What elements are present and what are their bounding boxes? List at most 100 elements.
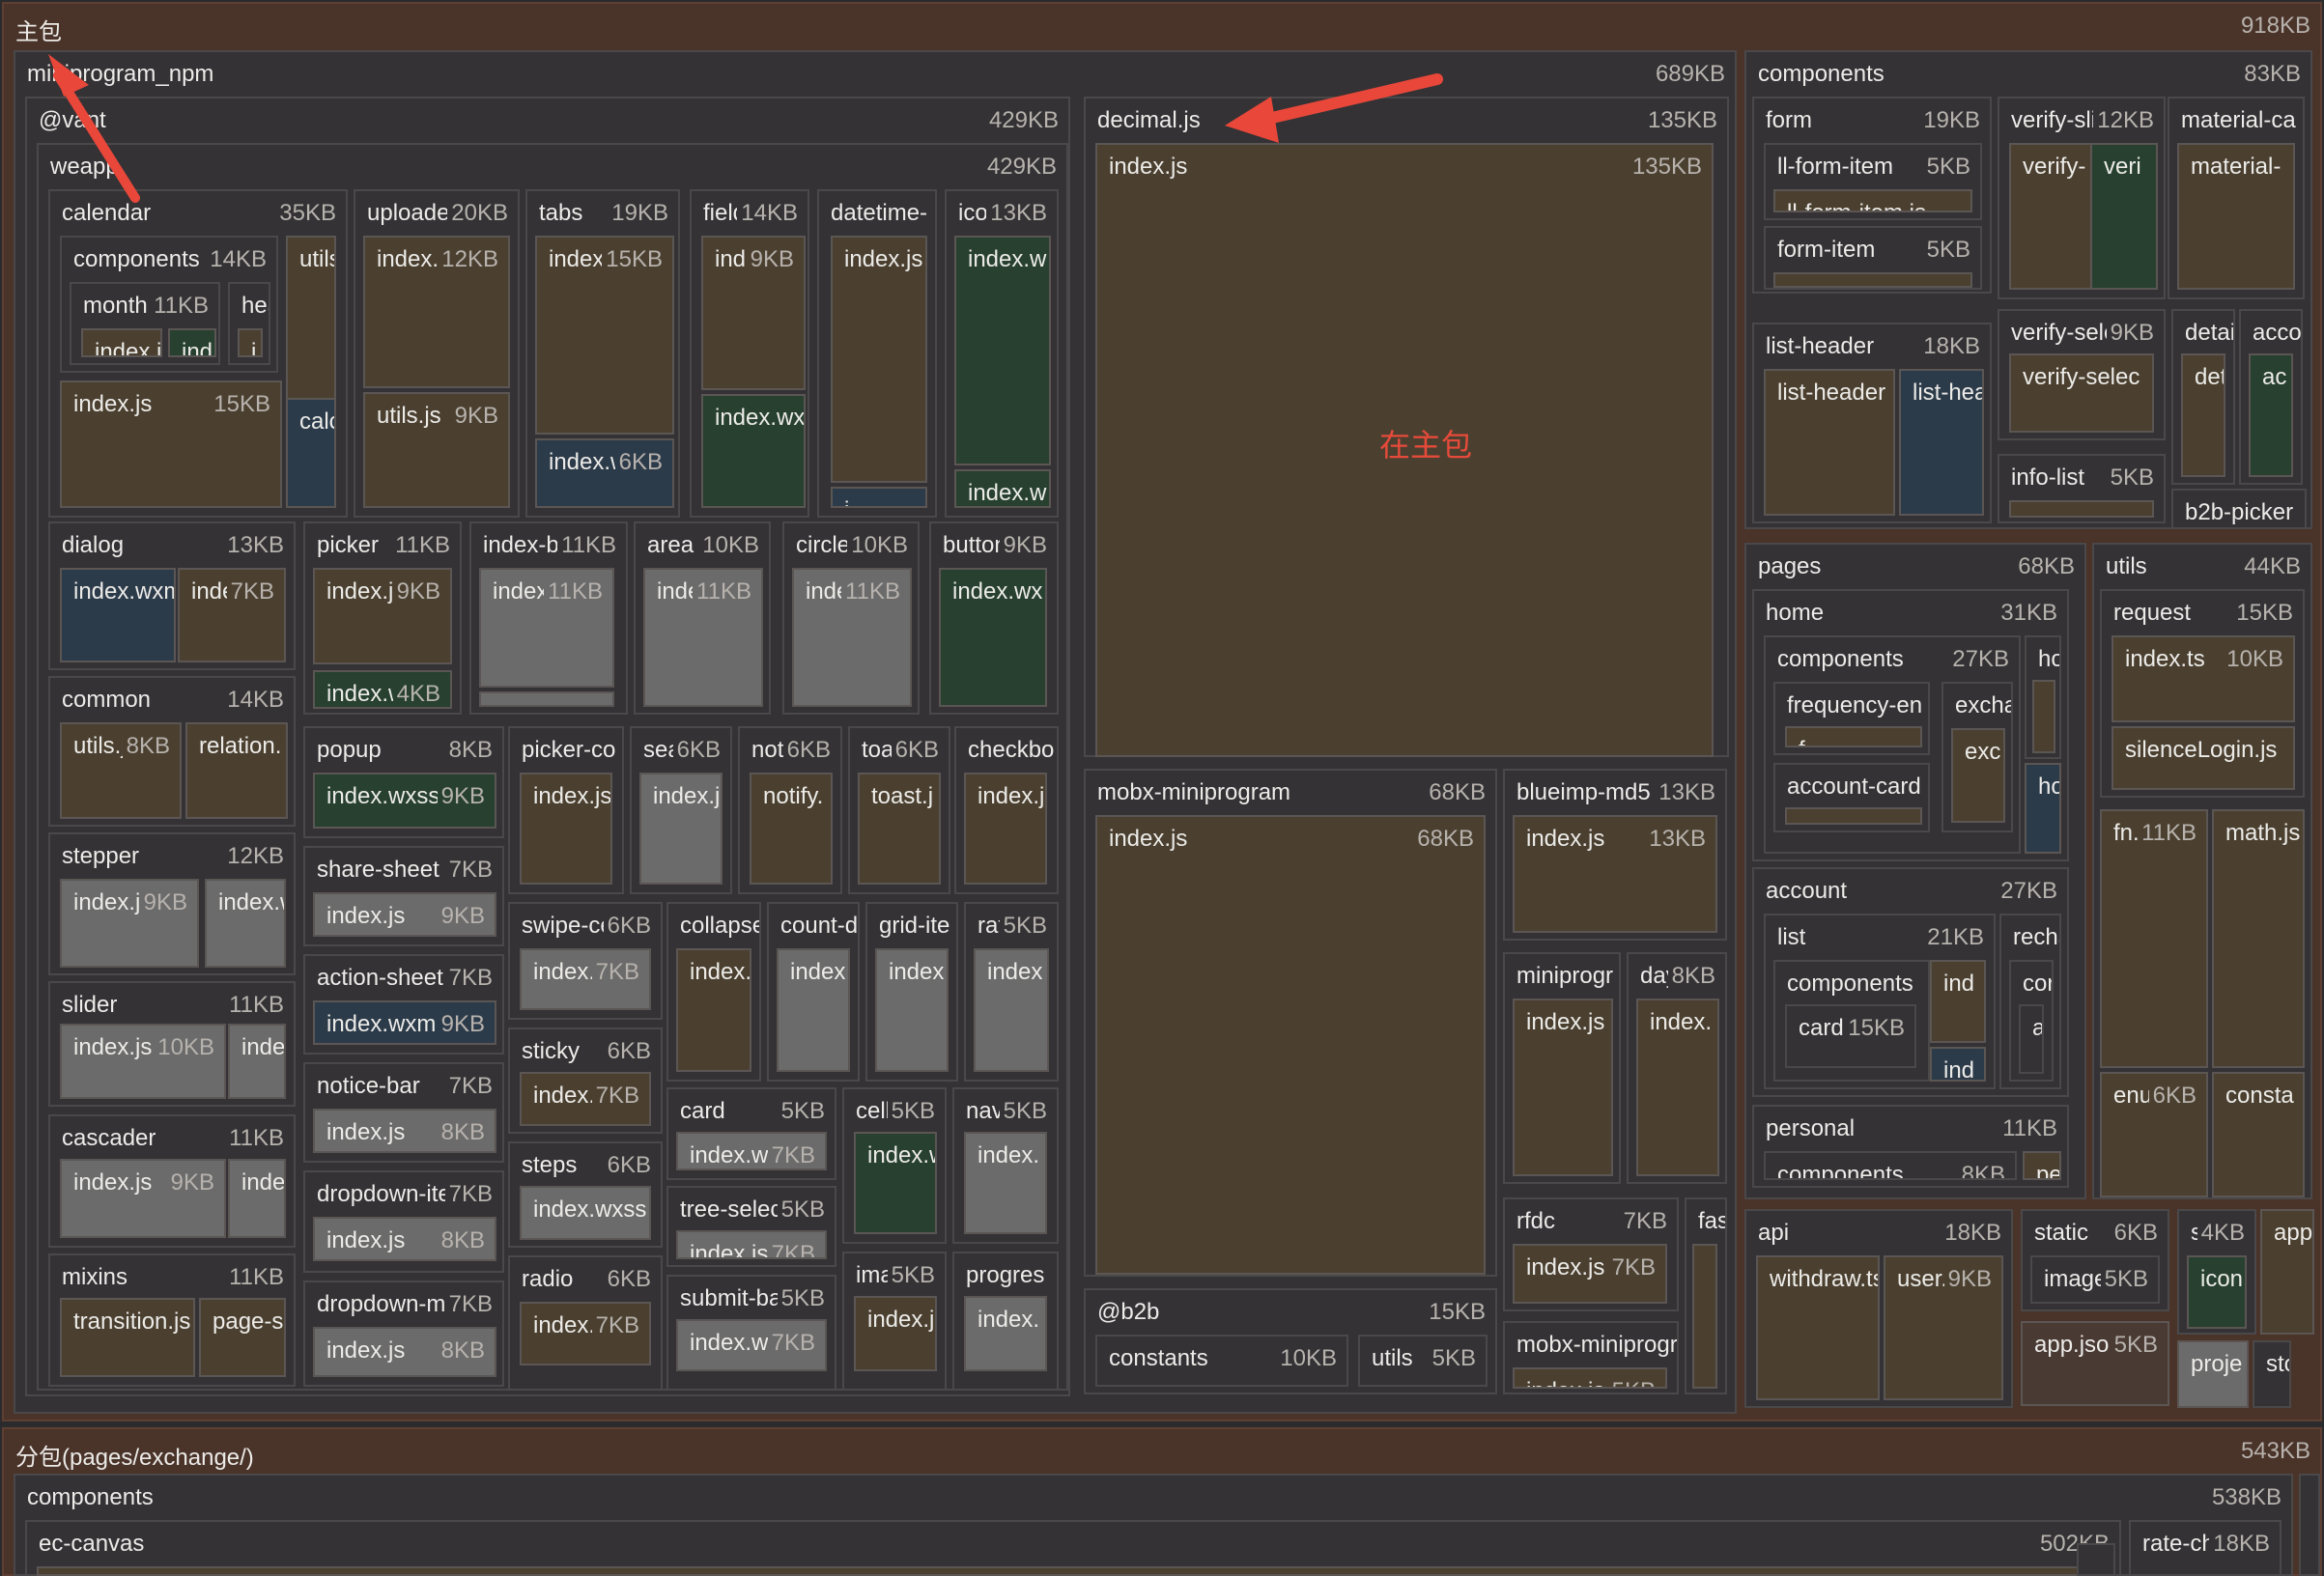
treemap-file-cal-month-a[interactable]: index.js bbox=[81, 328, 162, 357]
treemap-file-up-utils[interactable]: utils.js 9KB bbox=[363, 392, 510, 508]
treemap-file-icon-b[interactable]: index.w bbox=[954, 469, 1051, 508]
treemap-folder-static-img[interactable]: image 5KB bbox=[2030, 1255, 2160, 1304]
treemap-file-miniprogr-js[interactable]: index.js bbox=[1513, 999, 1613, 1176]
treemap-file-progress-js[interactable]: index. bbox=[964, 1296, 1047, 1371]
treemap-file-ib-js[interactable]: index.js 11KB bbox=[479, 568, 614, 688]
treemap-file-home-ho2[interactable]: ho bbox=[2025, 763, 2061, 854]
treemap-file-cal-utils[interactable]: utils bbox=[286, 236, 336, 400]
treemap-file-field-wx[interactable]: index.wx bbox=[701, 394, 806, 508]
treemap-file-dt-b[interactable]: i bbox=[831, 487, 927, 508]
treemap-file-sticky-js[interactable]: index.js 7KB bbox=[520, 1072, 651, 1126]
treemap-file-req-silence[interactable]: silenceLogin.js bbox=[2111, 726, 2295, 790]
treemap-file-sb-wxss[interactable]: index.wxss 7KB bbox=[676, 1319, 827, 1371]
treemap-file-search-js[interactable]: index.j bbox=[639, 773, 723, 885]
treemap-file-freq-js[interactable]: f bbox=[1785, 726, 1922, 747]
treemap-file-acc-ind2[interactable]: ind bbox=[1930, 1047, 1986, 1082]
treemap-file-app[interactable]: app bbox=[2260, 1209, 2314, 1335]
treemap-file-acccard-js[interactable] bbox=[1785, 807, 1922, 825]
treemap-file-tabs-wxml[interactable]: index.wxml 6KB bbox=[535, 438, 674, 508]
treemap-file-vsel-js[interactable]: verify-selec bbox=[2009, 353, 2154, 433]
treemap-file-cal-calc[interactable]: calc bbox=[286, 398, 336, 508]
treemap-file-checkbox-js[interactable]: index.j bbox=[964, 773, 1047, 885]
treemap-file-rfdc-js[interactable]: index.js 7KB bbox=[1513, 1244, 1667, 1304]
treemap-file-fi-js[interactable]: form-item.js bbox=[1773, 272, 1972, 288]
treemap-file-decimal-js[interactable]: index.js 135KB bbox=[1095, 143, 1714, 757]
treemap-file-stepper-js[interactable]: index.js 9KB bbox=[60, 879, 199, 968]
treemap-file-lh-a[interactable]: list-header bbox=[1764, 369, 1895, 516]
treemap-file-excha-js[interactable]: exc bbox=[1951, 728, 2005, 823]
treemap-folder-sub-small[interactable] bbox=[2299, 1474, 2320, 1576]
treemap-file-slider-js[interactable]: index.js 10KB bbox=[60, 1024, 226, 1099]
treemap-file-mobx2-js[interactable]: index.js5KB bbox=[1513, 1367, 1667, 1389]
treemap-file-fnts[interactable]: fn.ts 11KB bbox=[2100, 809, 2208, 1068]
treemap-file-il-js[interactable] bbox=[2009, 500, 2154, 518]
treemap-file-grid-js[interactable]: index bbox=[875, 948, 949, 1072]
treemap-file-picker-js[interactable]: index.js 9KB bbox=[313, 568, 452, 664]
treemap-file-ts-js[interactable]: index.js 7KB bbox=[676, 1230, 827, 1259]
treemap-file-dialog-js[interactable]: index.js 7KB bbox=[178, 568, 286, 662]
treemap-file-enumts[interactable]: enum.ts 6KB bbox=[2100, 1072, 2208, 1197]
treemap-file-pickerco-js[interactable]: index.js bbox=[520, 773, 612, 885]
treemap-file-ddi-js[interactable]: index.js 8KB bbox=[313, 1217, 496, 1261]
treemap-file-pers-b[interactable]: pers bbox=[2023, 1151, 2061, 1180]
treemap-file-field-js[interactable]: index.js 9KB bbox=[701, 236, 806, 390]
treemap-folder-b2bpicker[interactable]: b2b-picker bbox=[2171, 489, 2307, 529]
treemap-file-fas-js[interactable] bbox=[1692, 1244, 1717, 1389]
treemap-folder-ratechart[interactable]: rate-chart 18KB bbox=[2129, 1520, 2281, 1576]
treemap-folder-b2b-utils[interactable]: utils 5KB bbox=[1358, 1335, 1488, 1387]
treemap-file-dialog-wxml[interactable]: index.wxml bbox=[60, 568, 176, 662]
treemap-file-image-js[interactable]: index.js bbox=[854, 1296, 937, 1371]
treemap-file-req-ts[interactable]: index.ts 10KB bbox=[2111, 635, 2295, 722]
treemap-file-dayjs-js[interactable]: index. bbox=[1636, 999, 1719, 1176]
treemap-file-steps-wxss[interactable]: index.wxss bbox=[520, 1186, 651, 1240]
treemap-file-mix-page[interactable]: page-s bbox=[199, 1298, 286, 1377]
treemap-folder-pers-comp[interactable]: components 8KB bbox=[1764, 1151, 2017, 1180]
treemap-file-lh-b[interactable]: list-hea bbox=[1899, 369, 1984, 516]
treemap-file-icon-a[interactable]: index.w bbox=[954, 236, 1051, 465]
treemap-folder-sub-small2[interactable] bbox=[2077, 1543, 2115, 1576]
treemap-file-notify-js[interactable]: notify. bbox=[750, 773, 833, 885]
treemap-file-acc-ind[interactable]: ind bbox=[1930, 960, 1986, 1043]
treemap-file-ddm-js[interactable]: index.js 8KB bbox=[313, 1327, 496, 1377]
treemap-file-picker-wxss[interactable]: index.wxss 4KB bbox=[313, 670, 452, 709]
treemap-file-casc-b[interactable]: inde bbox=[228, 1159, 286, 1238]
treemap-folder-sto[interactable]: sto bbox=[2253, 1340, 2291, 1408]
treemap-file-swipe-js[interactable]: index.js 7KB bbox=[520, 948, 651, 1010]
treemap-file-ib-b[interactable] bbox=[479, 691, 614, 707]
treemap-file-nb-js[interactable]: index.js 8KB bbox=[313, 1109, 496, 1153]
treemap-file-mobx-js[interactable]: index.js 68KB bbox=[1095, 815, 1486, 1275]
treemap-file-consta[interactable]: consta bbox=[2212, 1072, 2305, 1197]
treemap-file-stepper-b[interactable]: index.w bbox=[205, 879, 286, 968]
treemap-file-card-wxml[interactable]: index.wxml 7KB bbox=[676, 1132, 827, 1170]
treemap-file-area-js[interactable]: index.js 11KB bbox=[643, 568, 763, 707]
treemap-file-toast-js[interactable]: toast.j bbox=[858, 773, 941, 885]
treemap-file-acco-js[interactable]: ac bbox=[2249, 353, 2293, 477]
treemap-file-home-ho-a[interactable] bbox=[2032, 680, 2055, 753]
treemap-file-blueimp-js[interactable]: index.js 13KB bbox=[1513, 815, 1717, 933]
treemap-file-ss-js[interactable]: index.js 9KB bbox=[313, 892, 496, 937]
treemap-folder-acc-card[interactable]: card 15KB bbox=[1785, 1004, 1916, 1068]
treemap-file-vs-b[interactable]: veri bbox=[2090, 143, 2158, 290]
treemap-file-mc-js[interactable]: material- bbox=[2177, 143, 2295, 290]
treemap-file-up-index[interactable]: index.js 12KB bbox=[363, 236, 510, 388]
treemap-file-userts[interactable]: user.ts 9KB bbox=[1884, 1255, 2003, 1400]
treemap-file-withdraw[interactable]: withdraw.ts bbox=[1756, 1255, 1880, 1400]
treemap-file-popup-wxss[interactable]: index.wxss 9KB bbox=[313, 773, 496, 829]
treemap-file-proje[interactable]: proje bbox=[2177, 1340, 2249, 1408]
treemap-file-common-utils[interactable]: utils.js 8KB bbox=[60, 722, 182, 819]
treemap-file-cal-index[interactable]: index.js 15KB bbox=[60, 380, 282, 508]
treemap-file-casc-js[interactable]: index.js 9KB bbox=[60, 1159, 226, 1238]
treemap-file-cal-hea-a[interactable]: i bbox=[238, 328, 263, 357]
treemap-file-llfi-js[interactable]: ll-form-item.js bbox=[1773, 189, 1972, 212]
treemap-file-circle-js[interactable]: index.js 11KB bbox=[792, 568, 912, 707]
treemap-file-common-rel[interactable]: relation. bbox=[185, 722, 288, 819]
treemap-file-ecc-js[interactable] bbox=[37, 1566, 2110, 1576]
treemap-file-tabs-index[interactable]: index.js 15KB bbox=[535, 236, 674, 435]
treemap-file-collapse-js[interactable]: index. bbox=[676, 948, 751, 1072]
treemap-file-slider-b[interactable]: inde bbox=[228, 1024, 286, 1099]
treemap-file-cell-wx[interactable]: index.w bbox=[854, 1132, 937, 1234]
treemap-file-navbar-js[interactable]: index. bbox=[964, 1132, 1047, 1234]
treemap-file-mix-trans[interactable]: transition.js bbox=[60, 1298, 195, 1377]
treemap-file-as-wxml[interactable]: index.wxml 9KB bbox=[313, 1000, 496, 1045]
treemap-file-button-wx[interactable]: index.wx bbox=[939, 568, 1047, 707]
